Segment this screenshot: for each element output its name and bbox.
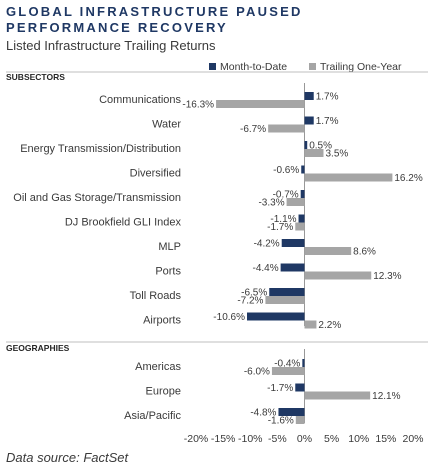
category-label: Americas (135, 361, 181, 373)
data-label: -16.3% (182, 100, 214, 111)
bar-month-to-date (295, 383, 305, 392)
bar-trailing-one-year (295, 416, 305, 424)
bar-month-to-date (278, 408, 305, 416)
bar-trailing-one-year (304, 320, 317, 329)
bar-month-to-date (304, 141, 308, 149)
data-label: -1.1% (270, 214, 296, 225)
data-label: -0.6% (273, 165, 299, 176)
bar-trailing-one-year (216, 100, 305, 108)
chart-subtitle: Listed Infrastructure Trailing Returns (6, 38, 216, 53)
bar-month-to-date (280, 263, 305, 272)
x-tick-label: -15% (211, 433, 236, 445)
category-label: Water (152, 119, 181, 131)
data-label: -6.0% (244, 367, 270, 378)
data-label: 1.7% (316, 92, 339, 103)
data-label: -1.6% (268, 416, 294, 427)
bar-month-to-date (302, 359, 305, 367)
bar-trailing-one-year (295, 222, 305, 231)
data-label: 0.5% (309, 141, 332, 152)
bar-trailing-one-year (286, 198, 305, 206)
bar-trailing-one-year (304, 391, 371, 400)
data-label: 16.2% (394, 173, 422, 184)
category-label: Asia/Pacific (124, 410, 181, 422)
data-label: -6.7% (240, 124, 266, 135)
chart-title: GLOBAL INFRASTRUCTURE PAUSED PERFORMANCE… (6, 4, 303, 35)
bar-trailing-one-year (304, 173, 393, 182)
category-label: Ports (155, 266, 181, 278)
data-label: -1.7% (267, 383, 293, 394)
data-label: 12.3% (373, 271, 401, 282)
x-tick-label: -20% (184, 433, 209, 445)
legend-label: Trailing One-Year (320, 61, 402, 73)
category-label: MLP (158, 241, 181, 253)
x-tick-label: -10% (238, 433, 263, 445)
bar-trailing-one-year (304, 247, 352, 255)
category-label: Energy Transmission/Distribution (20, 143, 181, 155)
bar-month-to-date (298, 214, 305, 223)
category-label: Toll Roads (130, 290, 182, 302)
bar-month-to-date (300, 190, 305, 198)
data-label: -0.7% (273, 190, 299, 201)
bar-month-to-date (269, 288, 305, 296)
bar-trailing-one-year (265, 296, 305, 304)
x-tick-label: 10% (348, 433, 369, 445)
x-tick-label: 15% (375, 433, 396, 445)
data-label: 3.5% (325, 149, 348, 160)
data-label: -6.5% (241, 288, 267, 299)
data-label: -1.7% (267, 222, 293, 233)
data-label: -4.8% (250, 408, 276, 419)
legend-label: Month-to-Date (220, 61, 287, 73)
x-tick-label: 5% (324, 433, 339, 445)
legend-swatch (309, 63, 316, 70)
category-label: Oil and Gas Storage/Transmission (13, 192, 181, 204)
category-label: DJ Brookfield GLI Index (65, 217, 182, 229)
bar-month-to-date (246, 312, 305, 321)
data-label: 12.1% (372, 391, 400, 402)
data-label: -4.4% (253, 263, 279, 274)
bar-month-to-date (301, 165, 305, 174)
bar-trailing-one-year (304, 271, 372, 280)
section-heading: GEOGRAPHIES (6, 343, 70, 353)
legend-swatch (209, 63, 216, 70)
data-label: 2.2% (318, 320, 341, 331)
data-source-note: Data source: FactSet (6, 450, 129, 465)
data-label: -4.2% (254, 239, 280, 250)
bar-trailing-one-year (268, 124, 305, 133)
bar-month-to-date (304, 92, 314, 100)
category-label: Communications (99, 94, 181, 106)
data-label: -7.2% (237, 296, 263, 307)
section-heading: SUBSECTORS (6, 72, 65, 82)
category-label: Airports (143, 315, 181, 327)
bar-month-to-date (304, 116, 314, 125)
x-tick-label: -5% (268, 433, 287, 445)
x-tick-label: 0% (297, 433, 312, 445)
bar-trailing-one-year (271, 367, 305, 375)
category-label: Diversified (130, 168, 181, 180)
bar-month-to-date (281, 239, 305, 247)
data-label: -0.4% (274, 359, 300, 370)
x-tick-label: 20% (402, 433, 423, 445)
category-label: Europe (146, 386, 181, 398)
data-label: -3.3% (258, 198, 284, 209)
data-label: -10.6% (213, 312, 245, 323)
data-label: 1.7% (316, 116, 339, 127)
data-label: 8.6% (353, 247, 376, 258)
bar-trailing-one-year (304, 149, 324, 157)
returns-bar-chart: Month-to-Date Trailing One-Year SUBSECTORS… (6, 61, 428, 445)
